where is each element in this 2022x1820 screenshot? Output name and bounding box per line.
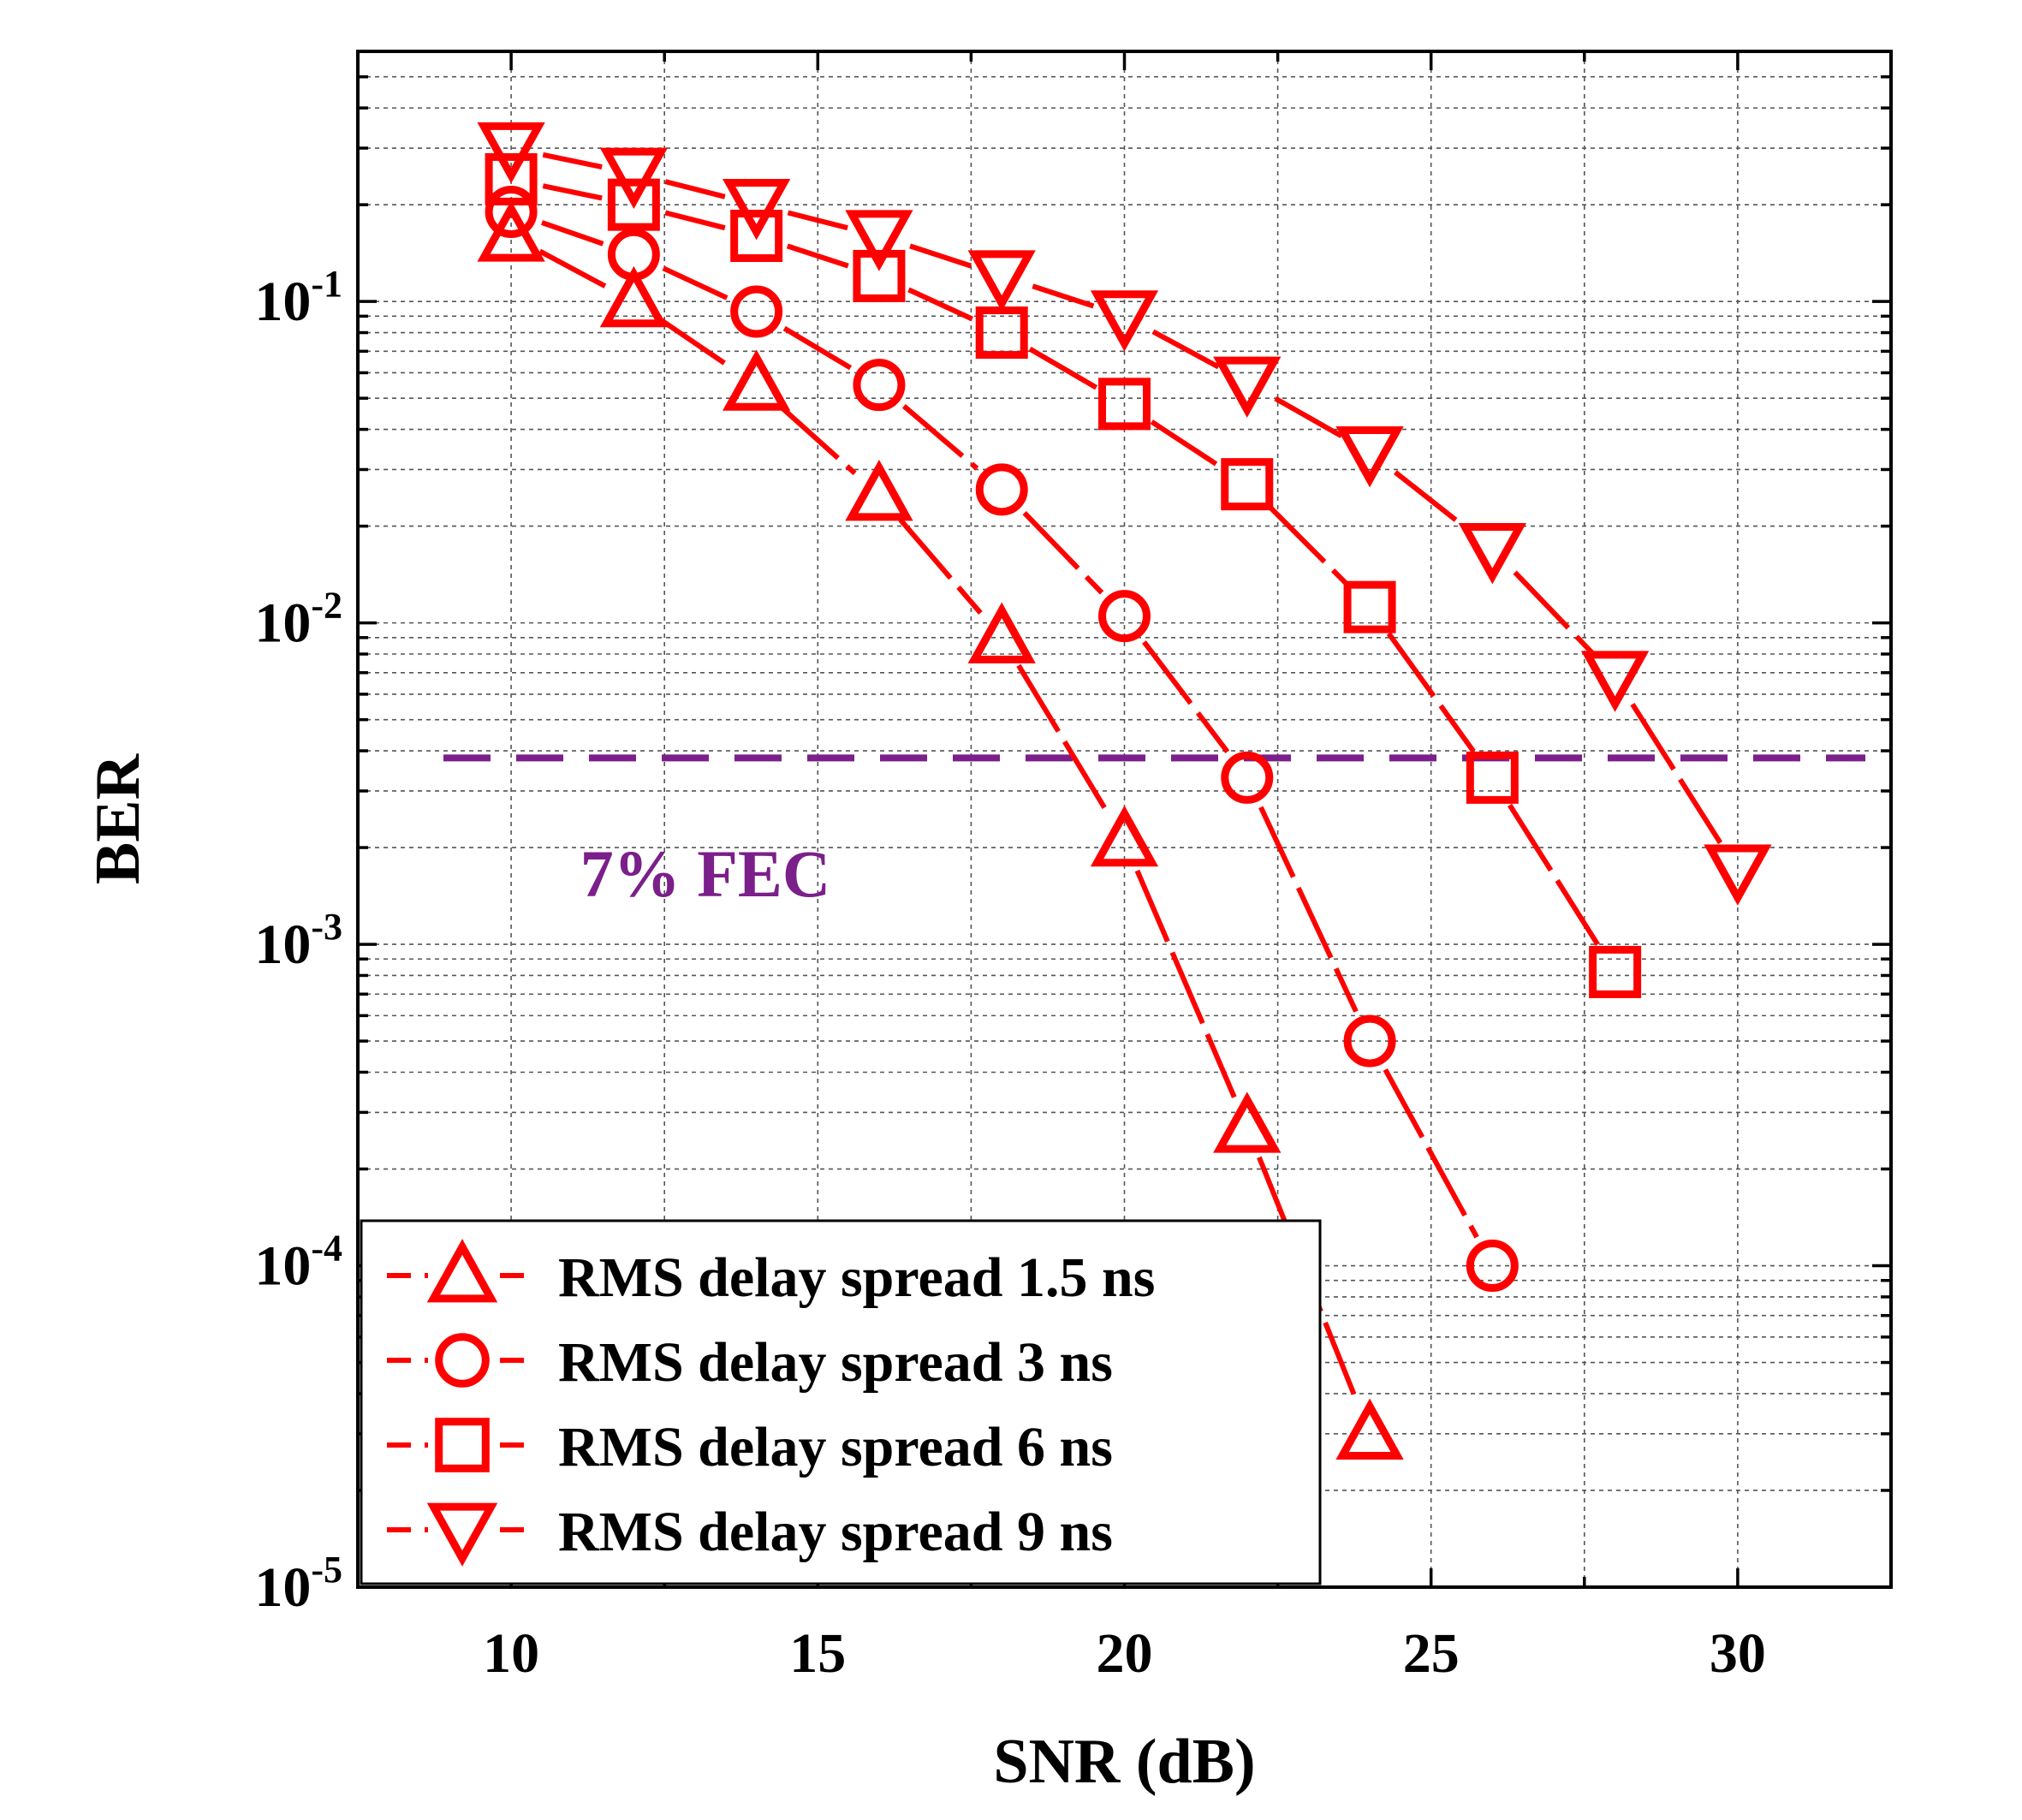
marker-square (730, 210, 783, 263)
series-line-segment (898, 518, 983, 615)
marker-square (435, 1418, 490, 1472)
marker-triangle-down (723, 179, 791, 241)
marker-triangle-down (426, 1502, 498, 1567)
marker-triangle-down (1580, 651, 1650, 712)
legend-box (360, 1219, 1322, 1585)
legend-label: RMS delay spread 6 ns (558, 1416, 1113, 1478)
marker-square (1221, 458, 1274, 511)
marker-square (1466, 751, 1519, 804)
x-tick-label: 10 (483, 1622, 539, 1685)
marker-triangle-up (723, 349, 791, 411)
legend-label: RMS delay spread 1.5 ns (558, 1246, 1155, 1309)
series-line-segment (538, 248, 607, 288)
marker-triangle-down (599, 147, 669, 210)
x-axis-label: SNR (dB) (993, 1727, 1255, 1797)
series-line-segment (659, 318, 731, 369)
series-line-segment (1394, 470, 1469, 531)
x-tick-label: 30 (1710, 1622, 1766, 1685)
marker-circle (485, 186, 538, 239)
y-tick-label: 10-4 (254, 1228, 342, 1298)
y-tick-label: 10-1 (254, 263, 342, 333)
legend: RMS delay spread 1.5 ns RMS delay spread … (360, 1219, 1322, 1585)
series-line-segment (1022, 511, 1104, 595)
fec-threshold-label: 7% FEC (580, 836, 831, 911)
series-line-segment (1383, 1068, 1479, 1239)
marker-square (1343, 580, 1396, 633)
series-line-segment (778, 404, 857, 476)
series-line-segment (1028, 347, 1098, 390)
legend-label: RMS delay spread 3 ns (558, 1331, 1113, 1394)
series-line-segment (1274, 396, 1343, 438)
series-line-segment (1142, 640, 1230, 753)
series-line-segment (787, 210, 848, 231)
series-line-segment (786, 243, 849, 269)
series-line-segment (662, 265, 729, 300)
series-line-segment (664, 179, 726, 199)
marker-square (485, 152, 538, 205)
marker-triangle-up (426, 1239, 498, 1303)
series-line-segment (1134, 869, 1237, 1098)
marker-triangle-up (599, 265, 669, 328)
marker-triangle-down (1458, 522, 1526, 585)
series-line-segment (1258, 806, 1359, 1013)
series-line-segment (1016, 663, 1110, 815)
marker-circle (1221, 751, 1274, 804)
marker-triangle-up (1335, 1398, 1404, 1460)
marker-triangle-down (477, 122, 545, 184)
series-line-segment (1268, 505, 1349, 586)
x-tick-label: 20 (1097, 1622, 1153, 1685)
x-tick-label: 15 (789, 1622, 846, 1685)
y-tick-label: 10-5 (254, 1549, 342, 1619)
marker-triangle-up (967, 602, 1036, 663)
marker-circle (975, 463, 1028, 516)
series-line-segment (542, 183, 603, 201)
y-axis-label: BER (83, 752, 153, 884)
marker-triangle-down (1704, 844, 1772, 906)
series-line-segment (1032, 283, 1095, 309)
marker-triangle-down (1213, 356, 1282, 418)
marker-square (1098, 378, 1151, 431)
marker-triangle-down (845, 210, 913, 271)
marker-circle (1466, 1240, 1519, 1293)
legend-label: RMS delay spread 9 ns (558, 1501, 1113, 1563)
series-line-segment (901, 404, 979, 471)
marker-triangle-up (845, 459, 913, 521)
marker-triangle-down (967, 250, 1036, 312)
y-tick-label: 10-3 (254, 906, 342, 976)
series-line-segment (542, 152, 603, 170)
series-line-segment (1513, 570, 1595, 656)
x-tick-label: 25 (1403, 1622, 1460, 1685)
series-line-segment (1150, 419, 1222, 469)
marker-square (853, 249, 906, 302)
series-line-segment (1151, 329, 1220, 370)
marker-circle (853, 359, 906, 412)
series-line-segment (782, 325, 853, 371)
marker-square (607, 178, 660, 231)
marker-triangle-up (1090, 805, 1159, 867)
marker-circle (1343, 1014, 1396, 1068)
series-line-segment (1508, 803, 1600, 946)
series-line-segment (907, 287, 973, 322)
marker-triangle-down (1090, 290, 1159, 352)
series-line-segment (664, 210, 726, 231)
series-line-segment (541, 220, 604, 247)
marker-triangle-down (1335, 425, 1404, 488)
marker-triangle-up (1213, 1091, 1282, 1153)
marker-circle (730, 285, 783, 338)
series-line-segment (1386, 632, 1476, 753)
marker-circle (435, 1333, 490, 1388)
marker-circle (1098, 590, 1151, 643)
fec-threshold: 7% FEC (443, 754, 1865, 911)
series-line-segment (1630, 702, 1723, 845)
y-axis: 10-1 10-2 10-3 10-4 10-5 (254, 74, 1891, 1619)
series-line-segment (909, 243, 972, 269)
y-tick-label: 10-2 (254, 585, 342, 655)
marker-circle (607, 228, 660, 281)
marker-square (1589, 945, 1642, 998)
